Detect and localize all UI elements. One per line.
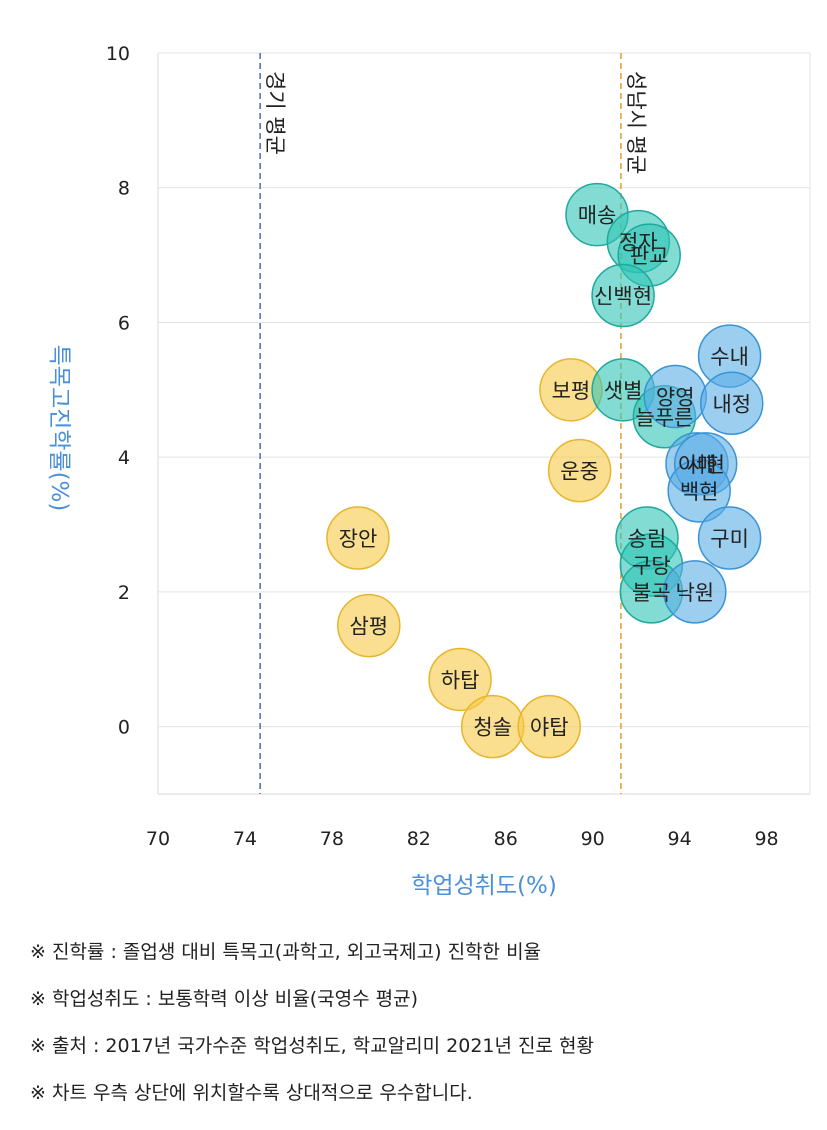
bubble-point (428, 647, 492, 712)
bubble-label: 판교 (630, 244, 669, 268)
y-axis-title: 특목고진학률(%) (46, 345, 72, 512)
bubble-point (700, 371, 764, 436)
bubble-label: 내정 (712, 392, 751, 416)
x-tick-label: 82 (407, 828, 431, 850)
reference-line-label: 경기 평균 (263, 71, 287, 155)
x-tick-label: 94 (668, 828, 692, 850)
x-tick-label: 90 (581, 828, 605, 850)
x-tick-label: 74 (233, 828, 257, 850)
bubble-label: 불곡 (632, 581, 671, 605)
reference-line-label: 성남시 평균 (624, 71, 648, 174)
note-rate-definition: ※ 진학률 : 졸업생 대비 특목고(과학고, 외고국제고) 진학한 비율 (30, 941, 542, 963)
bubble-label: 삼평 (349, 615, 388, 639)
bubble-label: 청솔 (473, 716, 512, 740)
y-tick-label: 2 (118, 582, 130, 604)
bubble-label: 정자 (619, 231, 658, 255)
y-tick-label: 4 (118, 447, 130, 469)
bubble-label: 늘푸른 (635, 406, 693, 430)
x-tick-label: 98 (754, 828, 778, 850)
bubble-point (591, 263, 655, 328)
y-tick-label: 10 (106, 43, 130, 65)
x-tick-label: 78 (320, 828, 344, 850)
bubble-label: 수내 (710, 345, 749, 369)
bubble-label: 신백현 (594, 285, 652, 309)
bubble-point (337, 593, 401, 658)
bubble-point (663, 560, 727, 624)
bubble-label: 운중 (560, 460, 599, 484)
x-axis-title: 학업성취도(%) (411, 873, 557, 899)
gridlines (158, 52, 810, 728)
axes: 0 2 4 6 8 10 70 74 78 82 86 90 94 98 (106, 43, 811, 850)
bubble-label: 이매 (678, 453, 717, 477)
bubble-label: 장안 (339, 527, 378, 551)
note-source: ※ 출처 : 2017년 국가수준 학업성취도, 학교알리미 2021년 진로 … (30, 1035, 594, 1057)
bubble-label: 샛별 (604, 379, 643, 403)
note-interpretation: ※ 차트 우측 상단에 위치할수록 상대적으로 우수합니다. (30, 1082, 473, 1104)
scatter-chart: 0 2 4 6 8 10 70 74 78 82 86 90 94 98 경기 평균 성남시 평균 장안삼평… (46, 43, 811, 899)
note-achievement-definition: ※ 학업성취도 : 보통학력 이상 비율(국영수 평균) (30, 988, 419, 1010)
bubble-point (667, 459, 731, 523)
bubble-label: 구당 (632, 554, 671, 578)
bubble-point (547, 438, 612, 503)
x-tick-label: 86 (494, 828, 518, 850)
bubble-label: 야탑 (530, 716, 569, 740)
y-tick-label: 8 (118, 178, 130, 200)
bubble-label: 매송 (578, 204, 617, 228)
bubble-label: 서현 (686, 453, 725, 477)
y-tick-label: 0 (118, 717, 130, 739)
notes: ※ 진학률 : 졸업생 대비 특목고(과학고, 외고국제고) 진학한 비율 ※ … (30, 938, 820, 1126)
bubble-label: 보평 (552, 379, 591, 403)
bubble-label: 백현 (680, 480, 719, 504)
y-tick-label: 6 (118, 312, 130, 334)
bubble-point (697, 506, 762, 570)
bubble-label: 구미 (710, 527, 749, 551)
bubble-label: 송림 (628, 527, 667, 551)
bubble-point (326, 506, 390, 570)
bubble-label: 하탑 (441, 668, 480, 692)
bubble-point (517, 694, 581, 759)
x-tick-label: 70 (146, 828, 170, 850)
bubble-label: 양영 (656, 386, 695, 410)
bubbles (326, 182, 764, 759)
bubble-label: 낙원 (675, 581, 714, 605)
reference-lines: 경기 평균 성남시 평균 (259, 53, 648, 794)
